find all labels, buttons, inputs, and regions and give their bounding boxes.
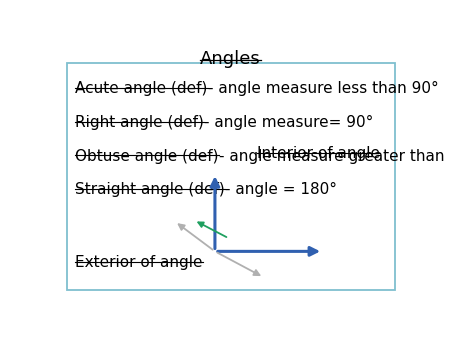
Text: Straight angle (def): Straight angle (def) bbox=[76, 183, 225, 197]
Text: Acute angle (def): Acute angle (def) bbox=[76, 81, 208, 96]
Text: Right angle (def): Right angle (def) bbox=[76, 115, 204, 130]
Text: Interior of angle: Interior of angle bbox=[257, 146, 380, 161]
Text: Angles: Angles bbox=[200, 50, 261, 68]
Text: - angle measure less than 90°: - angle measure less than 90° bbox=[208, 81, 439, 96]
Text: - angle measure= 90°: - angle measure= 90° bbox=[204, 115, 374, 130]
Text: - angle = 180°: - angle = 180° bbox=[225, 183, 337, 197]
Text: Obtuse angle (def): Obtuse angle (def) bbox=[76, 149, 219, 164]
Text: Exterior of angle: Exterior of angle bbox=[76, 255, 203, 270]
Text: - angle measure greater than 90°: - angle measure greater than 90° bbox=[219, 149, 450, 164]
